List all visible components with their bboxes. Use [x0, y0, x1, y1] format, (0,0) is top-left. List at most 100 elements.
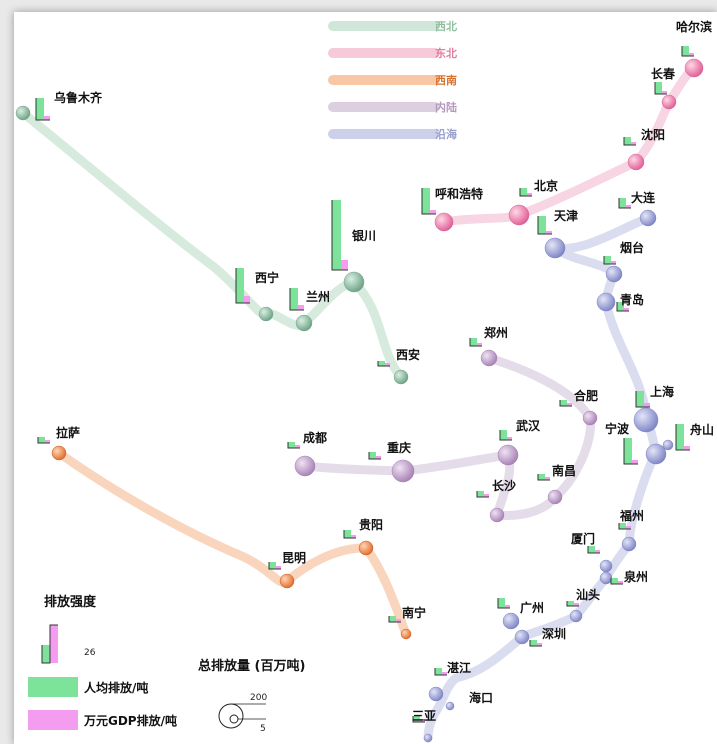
glyph-shenzhen [529, 640, 542, 647]
glyph-changchun [654, 82, 667, 95]
city-bubble-sanya[interactable] [423, 733, 433, 743]
city-label-fuzhou: 福州 [619, 508, 644, 523]
city-label-zhengzhou: 郑州 [484, 325, 508, 340]
glyph-kunming [268, 562, 281, 570]
city-label-hefei: 合肥 [574, 388, 598, 403]
intensity-glyphs [35, 46, 694, 723]
city-bubble-shantou[interactable] [569, 609, 583, 623]
map-canvas: 西北 东北 西南 内陆 沿海 [14, 12, 717, 744]
city-bubble-guiyang[interactable] [358, 540, 374, 556]
legend-label-northwest: 西北 [435, 19, 457, 33]
glyph-zhengzhou [469, 338, 482, 347]
route-northwest [18, 108, 406, 382]
intensity-legend-axis [41, 624, 58, 664]
city-bubble-yantai[interactable] [605, 265, 623, 283]
glyph-quanzhou [610, 578, 623, 585]
city-bubble-zhengzhou[interactable] [480, 349, 498, 367]
city-bubble-guangzhou[interactable] [502, 612, 520, 630]
city-bubbles [15, 58, 704, 743]
city-label-quanzhou: 泉州 [624, 569, 648, 584]
glyph-huhehaote [421, 188, 436, 215]
glyph-ningbo [623, 438, 638, 465]
city-bubble-xian[interactable] [393, 369, 409, 385]
city-label-chongqing: 重庆 [387, 440, 411, 455]
city-bubble-dalian[interactable] [639, 209, 657, 227]
glyph-nanchang [537, 474, 550, 481]
city-label-shenzhen: 深圳 [542, 626, 566, 641]
city-bubble-nanchang[interactable] [547, 489, 563, 505]
city-bubble-changchun[interactable] [661, 94, 677, 110]
city-bubble-shenzhen[interactable] [514, 629, 530, 645]
glyph-fuzhou [618, 523, 631, 530]
city-bubble-beijing[interactable] [508, 204, 530, 226]
city-label-haerbin: 哈尔滨 [676, 19, 712, 34]
city-label-wuhan: 武汉 [516, 418, 541, 433]
emission-map: 西北 东北 西南 内陆 沿海 [15, 19, 714, 743]
city-bubble-wuhan[interactable] [497, 444, 519, 466]
glyph-xining [235, 268, 250, 304]
city-bubble-haerbin[interactable] [684, 58, 704, 78]
city-label-lanzhou: 兰州 [306, 289, 330, 304]
city-bubble-fuzhou[interactable] [621, 536, 637, 552]
glyph-lanzhou [289, 288, 304, 311]
city-bubble-chengdu[interactable] [294, 455, 316, 477]
glyph-guiyang [343, 530, 356, 539]
glyph-xiamen [587, 546, 600, 554]
route-inland [300, 353, 595, 520]
intensity-legend: 排放强度 26 人均排放/吨 万元GDP排放/吨 [28, 594, 177, 730]
glyph-tianjin [537, 216, 552, 235]
total-legend-small-circle [229, 714, 239, 724]
city-bubble-changsha[interactable] [489, 507, 505, 523]
city-label-shanghai: 上海 [650, 384, 674, 399]
city-bubble-chongqing[interactable] [391, 459, 415, 483]
legend-label-southwest: 西南 [435, 73, 457, 87]
glyph-qingdao [616, 302, 629, 312]
city-bubble-nanning[interactable] [400, 628, 412, 640]
city-bubble-huhehaote[interactable] [434, 212, 454, 232]
city-bubble-yinchuan[interactable] [343, 271, 365, 293]
city-label-chengdu: 成都 [303, 430, 327, 445]
intensity-legend-value: 26 [84, 648, 96, 658]
city-bubble-kunming[interactable] [279, 573, 295, 589]
route-southwest [54, 448, 411, 639]
city-bubble-shenyang[interactable] [627, 153, 645, 171]
city-bubble-xiamen[interactable] [599, 559, 613, 573]
legend-bar-inland [328, 102, 440, 112]
city-bubble-xining[interactable] [258, 306, 274, 322]
city-label-xining: 西宁 [255, 270, 279, 285]
city-label-shenyang: 沈阳 [641, 127, 665, 142]
total-legend-min: 5 [260, 724, 266, 734]
per-gdp-swatch [28, 710, 78, 730]
glyph-wulumuqi [35, 98, 50, 121]
city-bubble-lasa[interactable] [51, 445, 67, 461]
city-bubble-zhanjiang[interactable] [428, 686, 444, 702]
city-bubble-ningbo[interactable] [645, 443, 667, 465]
city-bubble-shanghai[interactable] [633, 407, 659, 433]
glyph-hefei [559, 400, 572, 407]
city-label-dalian: 大连 [631, 190, 656, 205]
city-bubble-wulumuqi[interactable] [15, 105, 31, 121]
city-label-guangzhou: 广州 [520, 600, 544, 615]
city-label-xiamen: 厦门 [571, 531, 595, 546]
city-bubble-hefei[interactable] [582, 410, 598, 426]
city-label-guiyang: 贵阳 [359, 517, 383, 532]
glyph-guangzhou [497, 598, 510, 609]
glyph-shantou [566, 601, 579, 607]
region-legend: 西北 东北 西南 内陆 沿海 [328, 19, 457, 141]
city-label-haikou: 海口 [469, 690, 493, 705]
city-label-beijing: 北京 [534, 178, 558, 193]
glyph-yantai [603, 256, 616, 265]
city-bubble-haikou[interactable] [445, 701, 455, 711]
city-bubble-zhoushan[interactable] [662, 439, 674, 451]
city-label-changchun: 长春 [651, 66, 676, 81]
city-bubble-lanzhou[interactable] [295, 314, 313, 332]
city-bubble-quanzhou[interactable] [599, 571, 613, 585]
glyph-shanghai [635, 391, 650, 408]
per-gdp-label: 万元GDP排放/吨 [83, 713, 177, 728]
intensity-legend-green-bar [42, 645, 50, 663]
city-label-changsha: 长沙 [492, 478, 516, 493]
legend-label-inland: 内陆 [435, 100, 457, 114]
city-bubble-tianjin[interactable] [544, 237, 566, 259]
city-bubble-qingdao[interactable] [596, 292, 616, 312]
